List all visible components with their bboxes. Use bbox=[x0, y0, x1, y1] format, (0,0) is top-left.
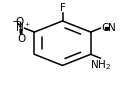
Text: O: O bbox=[15, 17, 24, 27]
Text: +: + bbox=[24, 22, 29, 27]
Text: NH$_2$: NH$_2$ bbox=[90, 59, 111, 72]
Text: C: C bbox=[101, 23, 108, 33]
Text: O: O bbox=[17, 34, 25, 44]
Text: F: F bbox=[60, 3, 66, 13]
Text: −: − bbox=[12, 17, 21, 27]
Text: N: N bbox=[108, 23, 116, 33]
Text: N: N bbox=[16, 23, 24, 33]
